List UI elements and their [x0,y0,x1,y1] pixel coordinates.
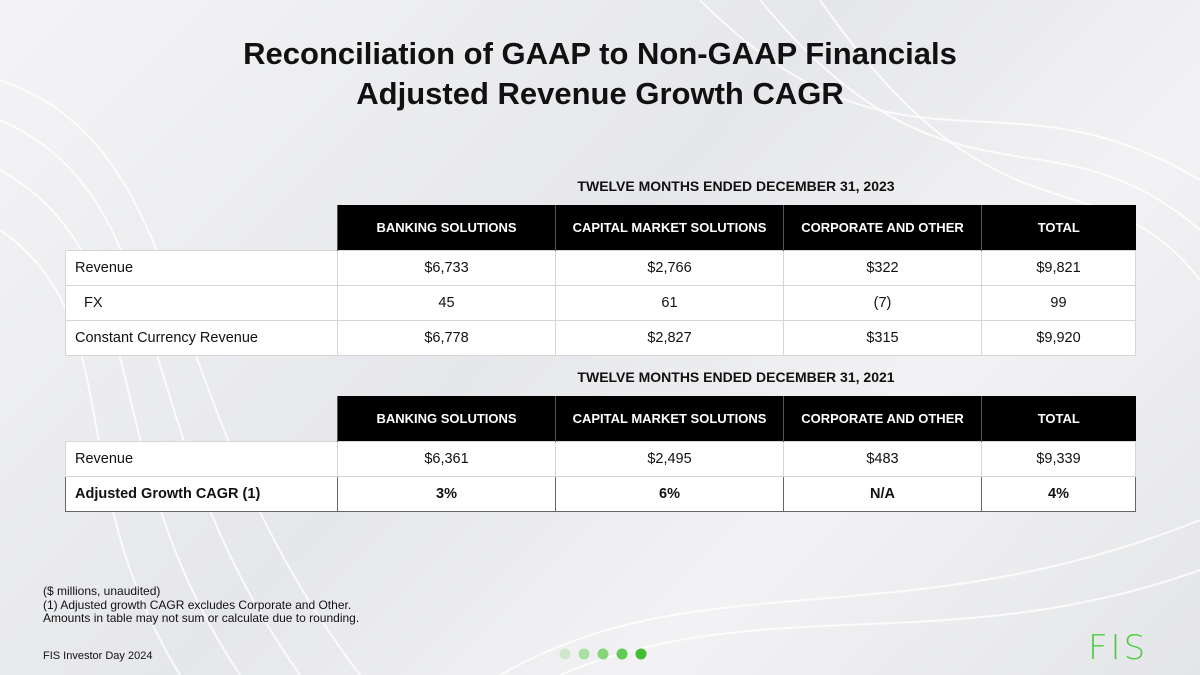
cell: 3% [337,476,556,512]
cell: $2,495 [555,441,784,477]
column-header: BANKING SOLUTIONS [337,396,556,442]
row-label: Revenue [65,250,338,286]
cell: 61 [555,285,784,321]
row-label: Constant Currency Revenue [65,320,338,356]
cell: N/A [783,476,982,512]
column-header: TOTAL [981,205,1136,251]
column-header: CAPITAL MARKET SOLUTIONS [555,205,784,251]
table-row: Adjusted Growth CAGR (1) 3% 6% N/A 4% [65,476,1136,512]
cell: $6,778 [337,320,556,356]
table: BANKING SOLUTIONS CAPITAL MARKET SOLUTION… [65,205,1136,356]
cell: $483 [783,441,982,477]
note: (1) Adjusted growth CAGR excludes Corpor… [43,598,352,612]
footer: FIS Investor Day 2024 [43,650,153,662]
header-blank [66,396,338,442]
table-heading: TWELVE MONTHS ENDED DECEMBER 31, 2023 [577,178,895,194]
cell: 6% [555,476,784,512]
header-row: BANKING SOLUTIONS CAPITAL MARKET SOLUTION… [66,396,1136,442]
row-label: Adjusted Growth CAGR (1) [65,476,338,512]
header-blank [66,205,338,251]
table-row: Constant Currency Revenue $6,778 $2,827 $31… [65,320,1136,356]
row-label: FX [65,285,338,321]
cell: $2,827 [555,320,784,356]
table-row: FX 45 61 (7) 99 [65,285,1136,321]
cell: (7) [783,285,982,321]
table-row: Revenue $6,733 $2,766 $322 $9,821 [65,250,1136,286]
column-header: CORPORATE AND OTHER [783,205,982,251]
title: Adjusted Revenue Growth CAGR [356,76,844,111]
header-row: BANKING SOLUTIONS CAPITAL MARKET SOLUTION… [66,205,1136,251]
title: Reconciliation of GAAP to Non-GAAP Finan… [243,36,957,71]
table: BANKING SOLUTIONS CAPITAL MARKET SOLUTION… [65,396,1136,512]
cell: $6,733 [337,250,556,286]
cell: $322 [783,250,982,286]
logo: FIS [1088,628,1149,668]
cell: 4% [981,476,1136,512]
progress-dots [559,648,647,660]
cell: 99 [981,285,1136,321]
row-label: Revenue [65,441,338,477]
cell: $315 [783,320,982,356]
note: Amounts in table may not sum or calculat… [43,611,360,625]
column-header: TOTAL [981,396,1136,442]
cell: $9,339 [981,441,1136,477]
cell: $6,361 [337,441,556,477]
column-header: CAPITAL MARKET SOLUTIONS [555,396,784,442]
column-header: CORPORATE AND OTHER [783,396,982,442]
cell: $9,821 [981,250,1136,286]
cell: $2,766 [555,250,784,286]
cell: $9,920 [981,320,1136,356]
table-row: Revenue $6,361 $2,495 $483 $9,339 [65,441,1136,477]
cell: 45 [337,285,556,321]
column-header: BANKING SOLUTIONS [337,205,556,251]
table-heading: TWELVE MONTHS ENDED DECEMBER 31, 2021 [577,369,895,385]
note: ($ millions, unaudited) [43,584,161,598]
